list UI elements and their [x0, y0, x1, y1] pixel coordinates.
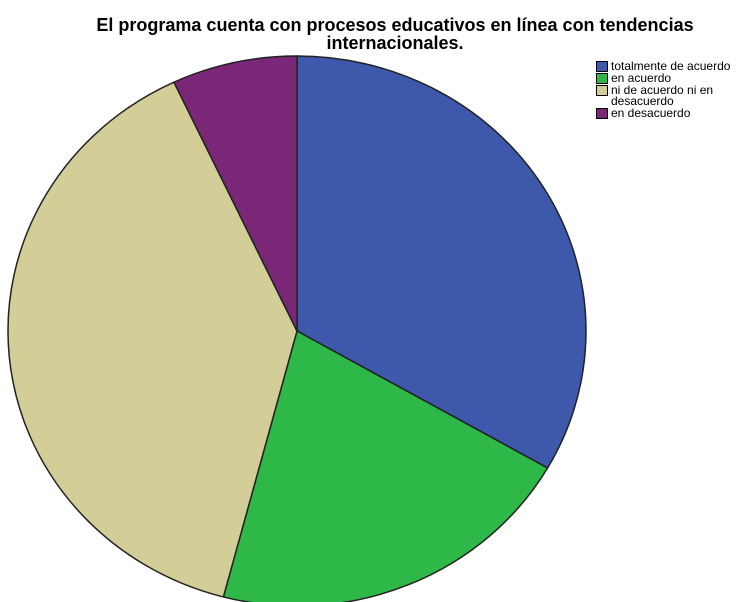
legend-swatch [596, 85, 608, 96]
pie-slice-ni-de-acuerdo-ni-en-desacuerdo [7, 81, 298, 598]
legend: totalmente de acuerdo en acuerdo ni de a… [596, 60, 753, 119]
legend-label: en acuerdo [611, 71, 672, 85]
legend-item-ni-de-acuerdo-ni-en-desacuerdo: ni de acuerdo ni en desacuerdo [596, 84, 753, 107]
legend-item-totalmente-de-acuerdo: totalmente de acuerdo [596, 60, 753, 72]
legend-label: totalmente de acuerdo [611, 59, 731, 73]
pie-slice-en-desacuerdo [173, 55, 298, 332]
legend-label: ni de acuerdo ni en desacuerdo [611, 83, 714, 108]
chart-title: El programa cuenta con procesos educativ… [0, 16, 753, 52]
legend-swatch [596, 73, 608, 84]
pie-slice-en-acuerdo [222, 330, 549, 602]
pie-slice-totalmente-de-acuerdo [296, 55, 587, 469]
pie-slices [7, 55, 587, 602]
legend-swatch [596, 61, 608, 72]
chart-title-line-2: internacionales. [326, 33, 464, 53]
legend-item-en-acuerdo: en acuerdo [596, 72, 753, 84]
legend-label: en desacuerdo [611, 106, 691, 120]
legend-swatch [596, 108, 608, 119]
legend-item-en-desacuerdo: en desacuerdo [596, 107, 753, 119]
chart-title-line-1: El programa cuenta con procesos educativ… [96, 15, 694, 35]
